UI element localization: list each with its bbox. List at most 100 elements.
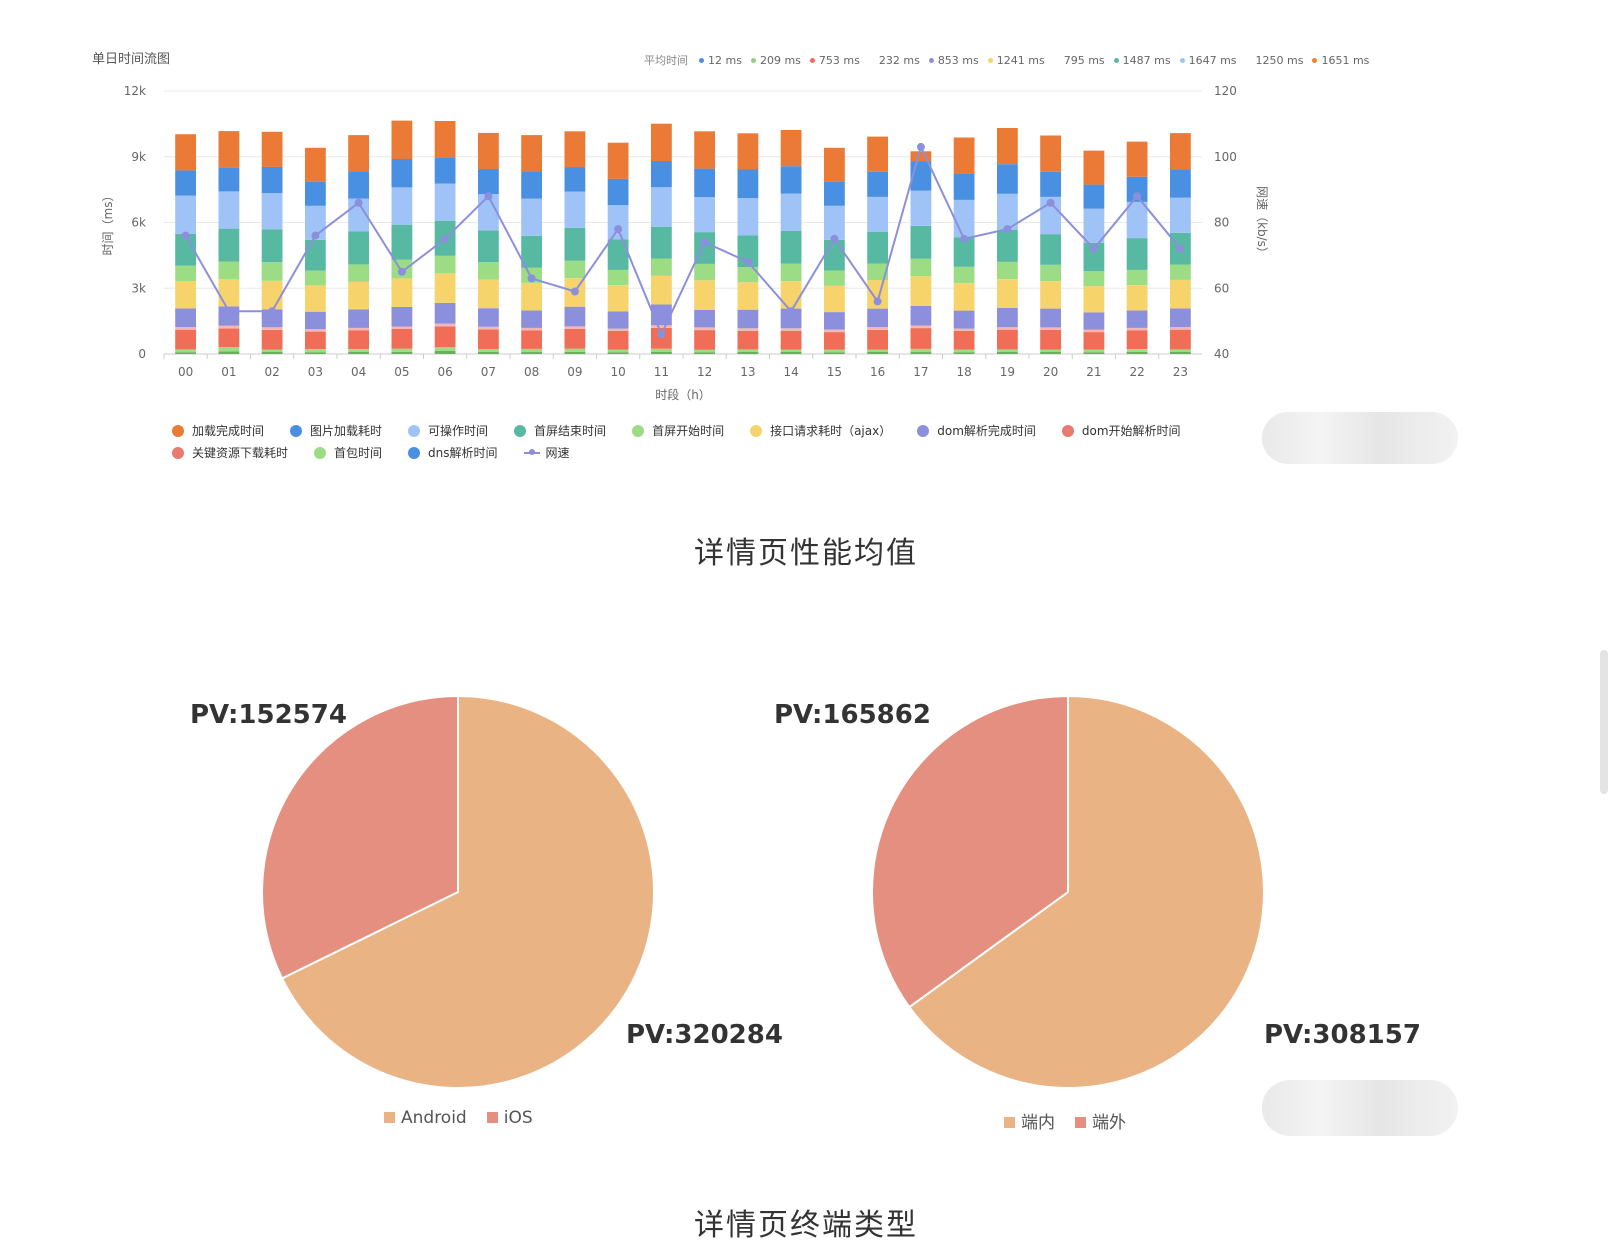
pie2-slice [907,694,1265,1089]
legend-item[interactable]: 首屏开始时间 [632,422,724,439]
bar-segment [434,157,456,184]
legend-marker [172,446,184,459]
bar-segment [348,281,369,310]
bar-segment [780,331,802,350]
bar-segment [218,328,240,347]
legend-item[interactable]: dom开始解析时间 [1061,422,1181,439]
bar-segment [997,327,1018,330]
bar-segment [348,349,369,352]
speed-point [1176,244,1185,253]
bar-segment [348,330,369,350]
bar-segment [824,285,845,313]
legend-item[interactable]: 首屏结束时间 [514,422,606,439]
x-tick-label: 16 [870,365,885,379]
pie2-legend-inside: 端内 [1004,1108,1055,1133]
legend-marker [1061,424,1074,437]
bar-segment [305,331,326,350]
speed-point [1133,192,1142,201]
bar-segment [175,134,196,171]
bar-segment [175,329,196,350]
bar-segment [867,231,888,264]
bar-segment [391,158,413,188]
bar-segment [305,311,326,330]
bar-segment [478,326,499,330]
perf-section-title: 详情页性能均值 [694,536,918,571]
avg-value: 1487 ms [1113,54,1171,67]
bar-segment [651,160,672,188]
x-tick-label: 13 [740,365,755,379]
bar-segment [1170,133,1191,170]
bar-segment [564,351,586,354]
pie1-ios-label: PV:152574 [190,700,347,730]
x-tick-label: 15 [827,365,842,379]
bar-segment [651,187,672,227]
legend-item[interactable]: 加载完成时间 [172,422,264,439]
bar-segment [694,263,715,281]
bar-segment [391,224,413,260]
bar-segment [434,255,456,274]
bar-segment [564,306,586,327]
bar-segment [997,349,1018,352]
bar-segment [651,352,672,354]
bar-segment [737,198,759,236]
x-tick-label: 23 [1173,365,1188,379]
bar-segment [607,311,629,329]
bar-segment [478,194,499,231]
bar-segment [564,329,586,349]
bar-segment [953,328,975,331]
legend-item[interactable]: 关键资源下载耗时 [172,444,288,461]
legend-item[interactable]: 图片加载耗时 [290,422,382,439]
bar-segment [348,327,369,331]
bar-segment [218,325,240,329]
x-tick-label: 18 [956,365,971,379]
legend-item[interactable]: 网速 [523,444,570,461]
bar-segment [694,349,715,353]
pie2-outside-label: PV:165862 [774,700,931,730]
bar-segment [175,195,196,234]
bar-segment [780,166,802,194]
bar-segment [953,352,975,354]
x-tick-label: 12 [697,365,712,379]
legend-label: 图片加载耗时 [310,424,383,438]
bar-segment [953,266,975,284]
legend-item[interactable]: dom解析完成时间 [917,422,1036,439]
bar-segment [564,326,586,329]
legend-item[interactable]: 首包时间 [314,444,382,461]
legend-item[interactable]: 可操作时间 [408,422,488,439]
speed-point [484,192,493,201]
scrollbar[interactable] [1600,650,1608,794]
bar-segment [910,305,932,326]
bar-segment [997,307,1018,328]
x-tick-label: 20 [1043,365,1058,379]
legend-label: 接口请求耗时（ajax） [770,424,892,438]
legend-marker [514,424,527,437]
avg-value: 753 ms [809,54,860,67]
bar-segment [737,330,759,350]
speed-point [614,225,623,234]
x-tick-label: 03 [308,365,323,379]
avg-value: 1651 ms [1312,54,1369,67]
bar-segment [391,278,413,307]
legend-item[interactable]: dns解析时间 [408,444,498,461]
speed-point [787,307,796,316]
bar-segment [348,231,369,265]
bar-segment [261,166,283,194]
pie2-inside-label: PV:308157 [1264,1020,1421,1050]
bar-segment [824,349,845,353]
bar-segment [694,131,715,169]
bar-segment [1170,329,1191,350]
bar-segment [867,171,888,197]
x-tick-label: 17 [913,365,928,379]
bar-segment [997,164,1018,194]
bar-segment [824,332,845,350]
speed-point [570,287,579,296]
bar-segment [910,352,932,354]
legend-item[interactable]: 接口请求耗时（ajax） [750,422,891,439]
speed-point [268,307,277,316]
bar-segment [953,199,975,238]
blurred-watermark [1262,412,1458,464]
bar-segment [607,269,629,286]
legend-marker [408,424,421,437]
pie1-android-label: PV:320284 [626,1020,783,1050]
bar-segment [175,281,196,309]
